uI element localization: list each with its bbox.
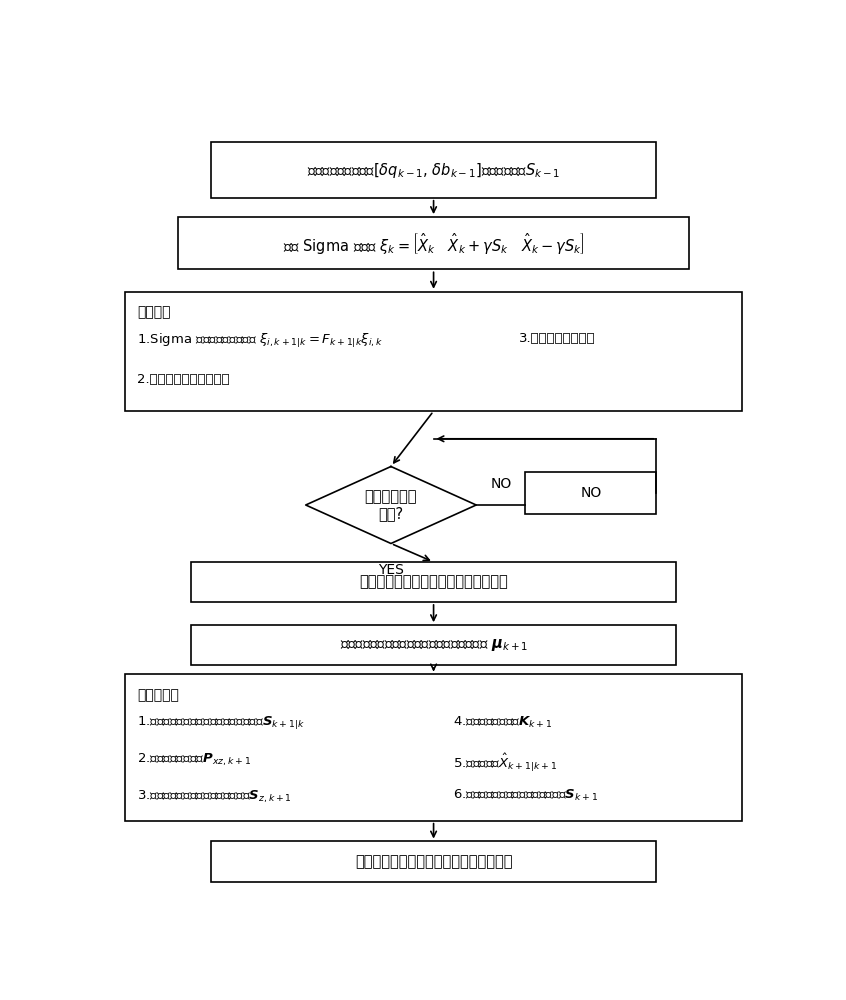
FancyBboxPatch shape: [178, 217, 689, 269]
FancyBboxPatch shape: [125, 674, 742, 821]
Text: YES: YES: [378, 563, 404, 577]
Text: 按照自适应因子计算方法计算自适应调节因子 $\boldsymbol{\mu}_{k+1}$: 按照自适应因子计算方法计算自适应调节因子 $\boldsymbol{\mu}_{…: [339, 637, 528, 653]
Text: 3.观测量预测值计算: 3.观测量预测值计算: [519, 332, 596, 345]
FancyBboxPatch shape: [211, 841, 656, 882]
FancyBboxPatch shape: [211, 142, 656, 198]
Text: 是否有测量值
更新?: 是否有测量值 更新?: [365, 489, 417, 521]
Text: 1.计算状态一步预测协方差矩阵的平方根$\boldsymbol{S}_{k+1|k}$: 1.计算状态一步预测协方差矩阵的平方根$\boldsymbol{S}_{k+1|…: [137, 714, 305, 731]
FancyBboxPatch shape: [125, 292, 742, 411]
FancyBboxPatch shape: [191, 562, 676, 602]
Text: 5.计算估计值$\hat{X}_{k+1|k+1}$: 5.计算估计值$\hat{X}_{k+1|k+1}$: [453, 751, 558, 774]
FancyBboxPatch shape: [191, 625, 676, 665]
Text: NO: NO: [580, 486, 602, 500]
Text: 2.状态值的一步预测计算: 2.状态值的一步预测计算: [137, 373, 230, 386]
Text: 1.Sigma 采样点的非线性传播 $\xi_{i,k+1|k} = F_{k+1|k}\xi_{i,k}$: 1.Sigma 采样点的非线性传播 $\xi_{i,k+1|k} = F_{k+…: [137, 332, 383, 350]
Text: 计算观测量预测值与真实值之间的误差: 计算观测量预测值与真实值之间的误差: [360, 574, 508, 589]
Text: 4.计算状态增益矩阵$\boldsymbol{K}_{k+1}$: 4.计算状态增益矩阵$\boldsymbol{K}_{k+1}$: [453, 714, 552, 730]
Text: NO: NO: [490, 477, 511, 491]
Text: 6.计算状态误差协方差矩阵的平方根$\boldsymbol{S}_{k+1}$: 6.计算状态误差协方差矩阵的平方根$\boldsymbol{S}_{k+1}$: [453, 788, 598, 803]
Text: 计算 Sigma 采样点 $\xi_k = \left[\hat{X}_k \quad \hat{X}_k + \gamma S_k \quad \hat{X}: 计算 Sigma 采样点 $\xi_k = \left[\hat{X}_k \q…: [283, 231, 585, 256]
Text: 时间更新: 时间更新: [137, 306, 171, 320]
Text: 取上一时刻的状态值[$\delta q_{k-1}$, $\delta b_{k-1}$]，协方差矩阵$S_{k-1}$: 取上一时刻的状态值[$\delta q_{k-1}$, $\delta b_{k…: [307, 161, 560, 180]
FancyBboxPatch shape: [525, 472, 656, 514]
Text: 测量更新：: 测量更新：: [137, 688, 179, 702]
Text: 2.计算互协方差矩阵$\boldsymbol{P}_{xz,k+1}$: 2.计算互协方差矩阵$\boldsymbol{P}_{xz,k+1}$: [137, 751, 251, 768]
Text: 保存误差四元数估计值和陀螺漂移误差值: 保存误差四元数估计值和陀螺漂移误差值: [354, 854, 513, 869]
Text: 3.计算输出误差协方差矩阵的平方根$\boldsymbol{S}_{z,k+1}$: 3.计算输出误差协方差矩阵的平方根$\boldsymbol{S}_{z,k+1}…: [137, 788, 292, 805]
